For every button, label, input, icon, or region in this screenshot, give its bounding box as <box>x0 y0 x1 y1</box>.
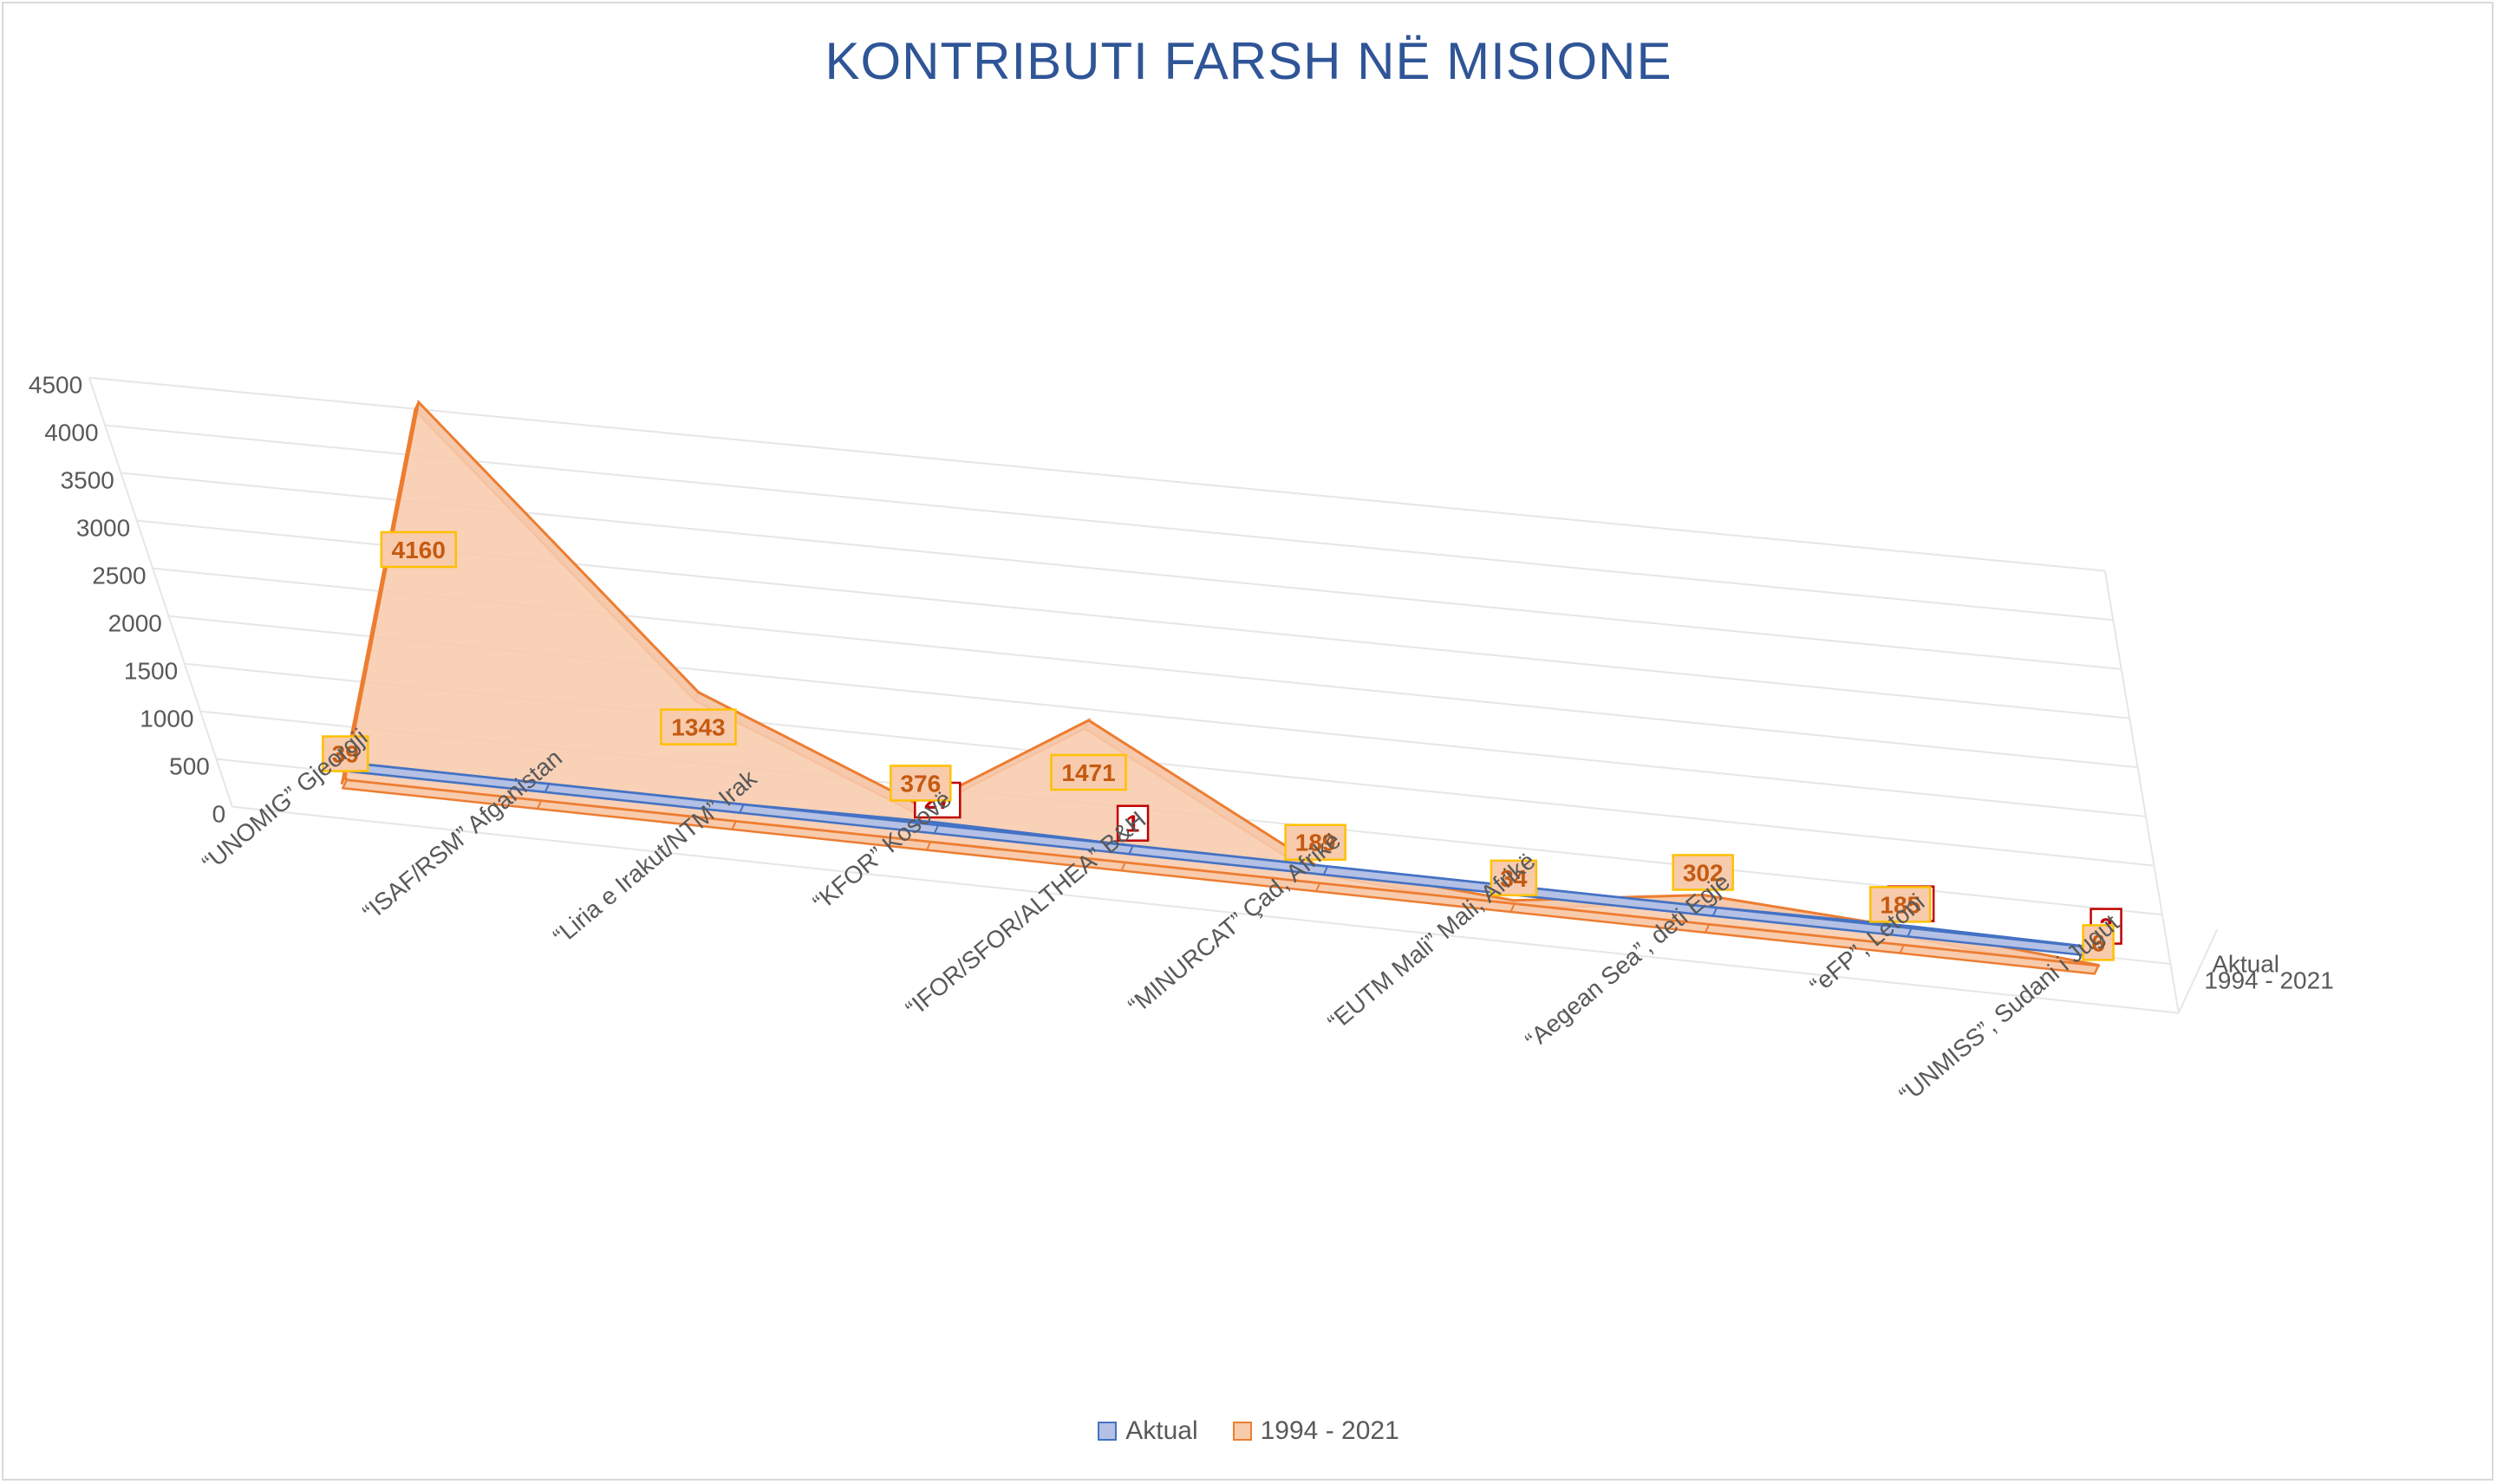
data-label-1994-2021-8: 185 <box>1868 886 1932 923</box>
y-tick-label-2500: 2500 <box>92 562 146 589</box>
series-1994-2021 <box>340 399 2101 975</box>
band-divider-1994-2021-8 <box>1899 944 1905 954</box>
data-label-text-1994-2021-5: 189 <box>1295 830 1336 856</box>
y-tick-label-4000: 4000 <box>44 419 98 446</box>
data-label-text-1994-2021-0: 39 <box>332 741 359 768</box>
y-tick-label-2000: 2000 <box>108 609 162 636</box>
data-label-box-1994-2021-1 <box>380 530 458 569</box>
band-divider-1994-2021-6 <box>1509 903 1516 913</box>
series-aktual <box>349 762 2108 959</box>
gridline-0 <box>231 805 2179 1014</box>
legend: Aktual 1994 - 2021 <box>0 1416 2497 1446</box>
data-label-1994-2021-1: 4160 <box>380 530 458 569</box>
data-label-1994-2021-4: 1471 <box>1050 753 1127 791</box>
data-label-text-1994-2021-3: 376 <box>900 770 941 797</box>
band-divider-aktual-3 <box>933 824 940 834</box>
data-label-1994-2021-9: 6 <box>2082 924 2115 961</box>
data-label-text-1994-2021-6: 34 <box>1500 865 1528 892</box>
data-label-1994-2021-7: 302 <box>1672 854 1734 891</box>
band-divider-aktual-2 <box>739 804 745 813</box>
data-label-text-1994-2021-9: 6 <box>2091 929 2105 956</box>
legend-label-1994-2021: 1994 - 2021 <box>1260 1416 1399 1445</box>
y-tick-label-3000: 3000 <box>76 514 130 541</box>
floor-right-edge <box>2177 928 2219 1014</box>
band-divider-1994-2021-3 <box>926 841 932 851</box>
band-divider-1994-2021-2 <box>731 821 737 830</box>
back-wall-right-edge <box>2103 570 2180 1013</box>
y-tick-label-3500: 3500 <box>61 466 114 493</box>
y-tick-label-4500: 4500 <box>29 371 82 398</box>
data-label-1994-2021-2: 1343 <box>660 708 737 745</box>
data-label-1994-2021-6: 34 <box>1490 859 1538 897</box>
data-label-text-1994-2021-8: 185 <box>1880 891 1920 918</box>
data-label-text-1994-2021-1: 4160 <box>392 537 446 563</box>
back-wall-left-edge <box>88 377 233 807</box>
y-tick-label-0: 0 <box>212 800 226 827</box>
legend-swatch-aktual <box>1098 1422 1118 1441</box>
legend-label-aktual: Aktual <box>1125 1416 1198 1445</box>
data-label-1994-2021-5: 189 <box>1284 823 1346 861</box>
legend-item-1994-2021: 1994 - 2021 <box>1232 1416 1399 1446</box>
data-label-text-1994-2021-4: 1471 <box>1061 759 1115 786</box>
series-axis-label-aktual: Aktual <box>2212 950 2279 977</box>
data-label-box-1994-2021-8 <box>1868 886 1932 923</box>
data-label-box-aktual-4 <box>1116 804 1150 842</box>
data-label-aktual-4: 1 <box>1116 804 1150 842</box>
data-label-text-aktual-4: 1 <box>1126 810 1140 837</box>
band-divider-1994-2021-1 <box>537 800 543 810</box>
series-axis-label-1994-2021: 1994 - 2021 <box>2204 967 2333 994</box>
data-label-box-1994-2021-4 <box>1050 753 1127 791</box>
band-divider-1994-2021-7 <box>1705 924 1711 934</box>
data-label-text-1994-2021-7: 302 <box>1683 859 1724 886</box>
data-label-box-1994-2021-2 <box>660 708 737 745</box>
data-label-box-1994-2021-3 <box>890 765 952 802</box>
data-label-1994-2021-0: 39 <box>322 735 369 772</box>
band-divider-aktual-5 <box>1322 866 1329 875</box>
band-divider-aktual-1 <box>544 784 551 793</box>
data-label-box-1994-2021-7 <box>1672 854 1734 891</box>
y-tick-label-1000: 1000 <box>140 705 193 732</box>
chart-title: KONTRIBUTI FARSH NË MISIONE <box>825 32 1672 90</box>
data-label-box-1994-2021-9 <box>2082 924 2115 961</box>
y-tick-label-1500: 1500 <box>124 657 178 684</box>
band-divider-1994-2021-5 <box>1315 882 1321 892</box>
data-label-box-1994-2021-0 <box>322 735 369 772</box>
band-divider-aktual-4 <box>1128 845 1134 855</box>
data-label-box-1994-2021-5 <box>1284 823 1346 861</box>
data-label-1994-2021-3: 376 <box>890 765 952 802</box>
band-divider-aktual-8 <box>1907 928 1913 937</box>
band-divider-aktual-7 <box>1711 907 1718 916</box>
y-tick-label-500: 500 <box>169 752 210 779</box>
band-divider-1994-2021-4 <box>1120 862 1126 871</box>
data-label-text-1994-2021-2: 1343 <box>671 714 725 741</box>
data-label-box-1994-2021-6 <box>1490 859 1538 897</box>
legend-swatch-1994-2021 <box>1232 1422 1252 1441</box>
legend-item-aktual: Aktual <box>1098 1416 1198 1446</box>
